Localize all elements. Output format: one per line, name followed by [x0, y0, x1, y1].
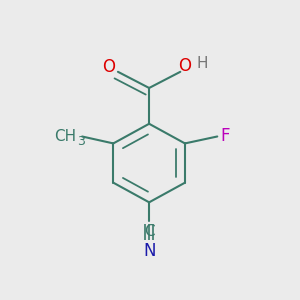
Text: O: O — [178, 58, 191, 76]
Text: O: O — [102, 58, 115, 76]
Text: CH: CH — [54, 129, 76, 144]
Text: N: N — [143, 242, 155, 260]
Text: H: H — [196, 56, 208, 71]
Text: 3: 3 — [77, 135, 85, 148]
Text: F: F — [221, 128, 230, 146]
Text: C: C — [144, 224, 154, 239]
